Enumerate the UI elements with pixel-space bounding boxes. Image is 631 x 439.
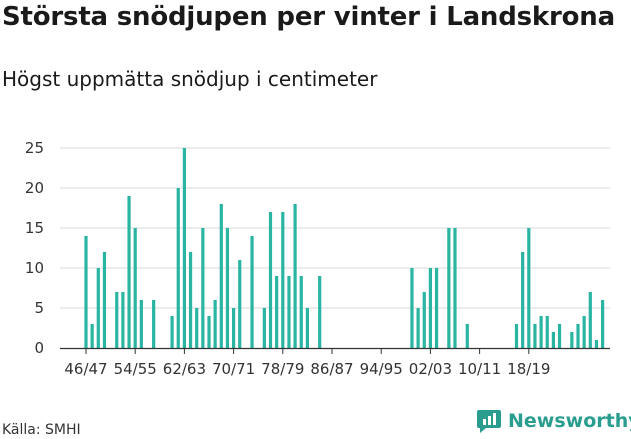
- bar: [545, 316, 549, 348]
- bar: [96, 268, 100, 348]
- x-tick-label: 86/87: [310, 360, 353, 378]
- bar: [447, 228, 451, 348]
- bar: [318, 276, 322, 348]
- bar: [84, 236, 88, 348]
- bar: [281, 212, 285, 348]
- newsworthy-logo: Newsworthy: [476, 408, 631, 434]
- bar: [207, 316, 211, 348]
- bar: [275, 276, 279, 348]
- bar: [250, 236, 254, 348]
- bar: [219, 204, 223, 348]
- bar: [127, 196, 131, 348]
- bar: [152, 300, 156, 348]
- bar: [428, 268, 432, 348]
- bar: [133, 228, 137, 348]
- bar: [416, 308, 420, 348]
- bar: [533, 324, 537, 348]
- bar: [465, 324, 469, 348]
- x-tick-label: 70/71: [212, 360, 255, 378]
- x-tick-label: 94/95: [360, 360, 403, 378]
- bar: [102, 252, 107, 348]
- bar: [225, 228, 230, 348]
- bar: [262, 308, 266, 348]
- bar: [121, 292, 125, 348]
- bar: [293, 204, 297, 348]
- chart-title: Största snödjupen per vinter i Landskron…: [2, 2, 615, 32]
- bar: [305, 308, 309, 348]
- bar: [195, 308, 199, 348]
- bar: [115, 292, 119, 348]
- bar: [170, 316, 174, 348]
- bar: [521, 252, 525, 348]
- bar: [287, 276, 291, 348]
- bar: [232, 308, 236, 348]
- bar: [268, 212, 273, 348]
- bar: [139, 300, 143, 348]
- bar: [299, 276, 303, 348]
- bar: [588, 292, 592, 348]
- bar: [514, 324, 519, 348]
- bars: [84, 148, 605, 348]
- bar: [576, 324, 580, 348]
- bar: [557, 324, 562, 348]
- bar: [201, 228, 205, 348]
- bar: [90, 324, 94, 348]
- grid-lines: [60, 147, 610, 309]
- y-tick-label: 0: [34, 339, 44, 357]
- bar: [551, 332, 555, 348]
- bar: [410, 268, 414, 348]
- bar: [601, 300, 605, 348]
- x-tick-label: 10/11: [458, 360, 501, 378]
- bar: [188, 252, 193, 348]
- x-tick-label: 54/55: [114, 360, 157, 378]
- bar-chart: 0 5 10 15 20 25 46/47 54/55 62/63 70/71 78/79 86/8…: [25, 139, 610, 378]
- y-tick-label: 5: [34, 299, 44, 317]
- x-tick-label: 78/79: [261, 360, 304, 378]
- bar: [594, 340, 599, 348]
- y-axis-labels: 0 5 10 15 20 25: [25, 139, 44, 357]
- x-axis: 46/47 54/55 62/63 70/71 78/79 86/87 94/95 02/03…: [60, 347, 610, 378]
- x-tick-label: 62/63: [163, 360, 206, 378]
- bar: [434, 268, 439, 348]
- x-tick-label: 46/47: [64, 360, 107, 378]
- chart-subtitle: Högst uppmätta snödjup i centimeter: [2, 67, 378, 91]
- bar: [539, 316, 543, 348]
- bar: [182, 148, 186, 348]
- bar: [570, 332, 574, 348]
- bar: [422, 292, 426, 348]
- y-tick-label: 20: [25, 179, 44, 197]
- source-note: Källa: SMHI: [2, 422, 81, 438]
- y-tick-label: 15: [25, 219, 44, 237]
- y-tick-label: 10: [25, 259, 44, 277]
- bar: [238, 260, 242, 348]
- newsworthy-logo-icon: [477, 410, 501, 433]
- bar: [527, 228, 531, 348]
- bar: [213, 300, 217, 348]
- bar: [582, 316, 586, 348]
- x-tick-label: 18/19: [507, 360, 550, 378]
- brand-name: Newsworthy: [508, 410, 631, 432]
- bar: [176, 188, 180, 348]
- y-tick-label: 25: [25, 139, 44, 157]
- bar: [453, 228, 457, 348]
- x-tick-label: 02/03: [409, 360, 452, 378]
